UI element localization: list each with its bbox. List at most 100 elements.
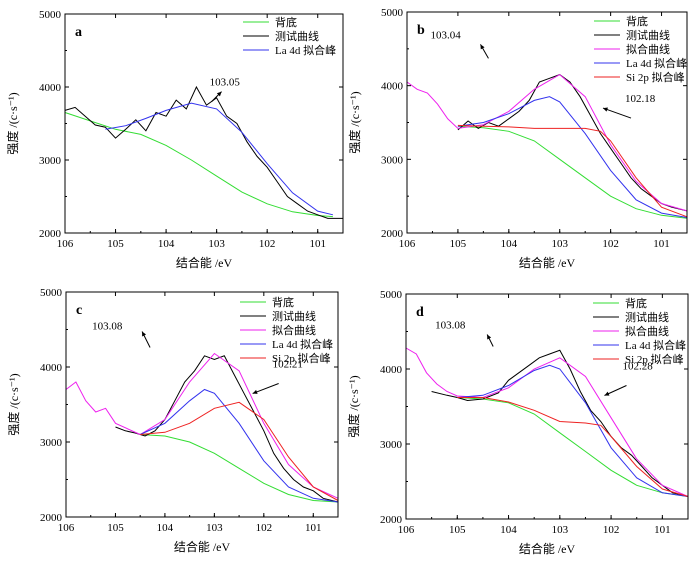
series-line-2 [457,74,688,212]
x-tick-label: 102 [603,524,620,536]
legend-label: 背底 [272,295,294,309]
series-line-5 [457,397,689,497]
panel-b: 106 105 104 103 102 101 2000 3000 4000 5000 结合能 /e… [347,7,688,270]
legend-label: 测试曲线 [625,310,669,324]
x-tick-label: 103 [208,238,225,250]
panel-a: 106 105 104 103 102 101 2000 3000 4000 5000 结合能 /e… [5,9,344,270]
series-line-3 [405,347,689,497]
legend-label: La 4d 拟合峰 [626,56,687,70]
legend-label: La 4d 拟合峰 [272,337,333,351]
x-tick-label: 101 [309,238,326,250]
x-tick-label: 106 [58,522,75,534]
x-tick-label: 104 [158,238,175,250]
y-tick-label: 2000 [40,512,63,524]
x-axis-label: 结合能 /eV [176,255,233,270]
y-tick-label: 5000 [380,289,403,301]
peak-annotation: 102.21 [273,359,303,371]
legend-label: 测试曲线 [275,29,319,43]
series-line-5 [457,124,688,218]
x-tick-label: 101 [305,522,322,534]
series-line-4 [139,388,339,503]
x-axis-label: 结合能 /eV [174,539,231,554]
annotation-arrowhead [487,334,492,340]
x-tick-label: 101 [654,524,671,536]
x-tick-label: 102 [602,238,619,250]
y-tick-label: 2000 [380,514,403,526]
legend-label: Si 2p 拟合峰 [625,352,684,366]
x-tick-label: 105 [449,524,466,536]
x-tick-label: 101 [653,238,670,250]
legend-label: 背底 [626,14,648,28]
peak-annotation: 102.18 [625,93,656,105]
series-line-4 [457,96,688,218]
legend-label: La 4d 拟合峰 [275,43,336,57]
legend-label: 测试曲线 [272,309,316,323]
annotation-arrowhead [480,44,485,50]
series-line-1 [64,112,333,218]
panel-label: b [417,23,425,38]
panel-label: d [416,305,424,320]
annotation-arrowhead [604,391,610,396]
y-tick-label: 4000 [381,81,404,93]
y-tick-label: 2000 [381,228,404,240]
legend-label: 测试曲线 [626,28,670,42]
series-line-3 [105,102,334,216]
annotation-arrowhead [603,107,608,112]
series-line-2 [431,349,689,497]
y-tick-label: 4000 [39,82,62,94]
y-axis-label: 强度 /(c·s⁻¹) [5,92,20,154]
x-tick-label: 105 [107,238,124,250]
x-tick-label: 106 [399,238,416,250]
y-tick-label: 5000 [40,287,63,299]
x-tick-label: 106 [398,524,415,536]
legend-label: 拟合曲线 [626,42,670,56]
annotation-arrow [602,107,632,119]
series-line-1 [140,434,339,503]
annotation-arrowhead [216,91,222,97]
annotation-arrow [252,383,279,394]
legend-label: 拟合曲线 [625,324,669,338]
legend-label: Si 2p 拟合峰 [272,351,331,365]
x-tick-label: 104 [500,524,517,536]
y-tick-label: 5000 [39,9,62,21]
legend-label: Si 2p 拟合峰 [626,70,685,84]
peak-annotation: 103.04 [430,29,461,41]
annotation-arrowhead [142,331,147,337]
y-tick-label: 4000 [380,364,403,376]
y-tick-label: 3000 [380,439,403,451]
y-axis-label: 强度 /(c·s⁻¹) [346,375,361,437]
series-line-4 [457,364,689,497]
x-tick-label: 104 [501,238,518,250]
y-tick-label: 3000 [39,155,62,167]
peak-annotation: 103.05 [210,77,241,89]
x-tick-label: 102 [256,522,273,534]
series-line-1 [457,397,689,497]
y-tick-label: 4000 [40,362,63,374]
peak-annotation: 103.08 [92,321,123,333]
panel-label: a [75,25,82,40]
y-axis-label: 强度 /(c·s⁻¹) [6,373,21,435]
x-tick-label: 103 [551,238,568,250]
x-axis-label: 结合能 /eV [519,541,576,556]
x-tick-label: 103 [206,522,223,534]
y-tick-label: 5000 [381,7,404,19]
x-tick-label: 106 [57,238,74,250]
series-line-1 [457,125,688,219]
panel-d: 106 105 104 103 102 101 2000 3000 4000 5000 结合能 /e… [346,289,689,556]
series-line-5 [140,401,339,501]
x-tick-label: 104 [157,522,174,534]
series-line-3 [406,73,688,212]
annotation-arrowhead [252,389,258,394]
panel-label: c [76,303,82,318]
legend-label: 拟合曲线 [272,323,316,337]
y-axis-label: 强度 /(c·s⁻¹) [347,91,362,153]
series-line-3 [65,352,339,499]
peak-annotation: 103.08 [435,320,466,332]
series-line-2 [115,355,339,503]
peak-annotation: 102.28 [622,361,653,373]
legend-label: 背底 [275,15,297,29]
x-tick-label: 102 [259,238,276,250]
legend-label: 背底 [625,296,647,310]
y-tick-label: 3000 [40,437,63,449]
